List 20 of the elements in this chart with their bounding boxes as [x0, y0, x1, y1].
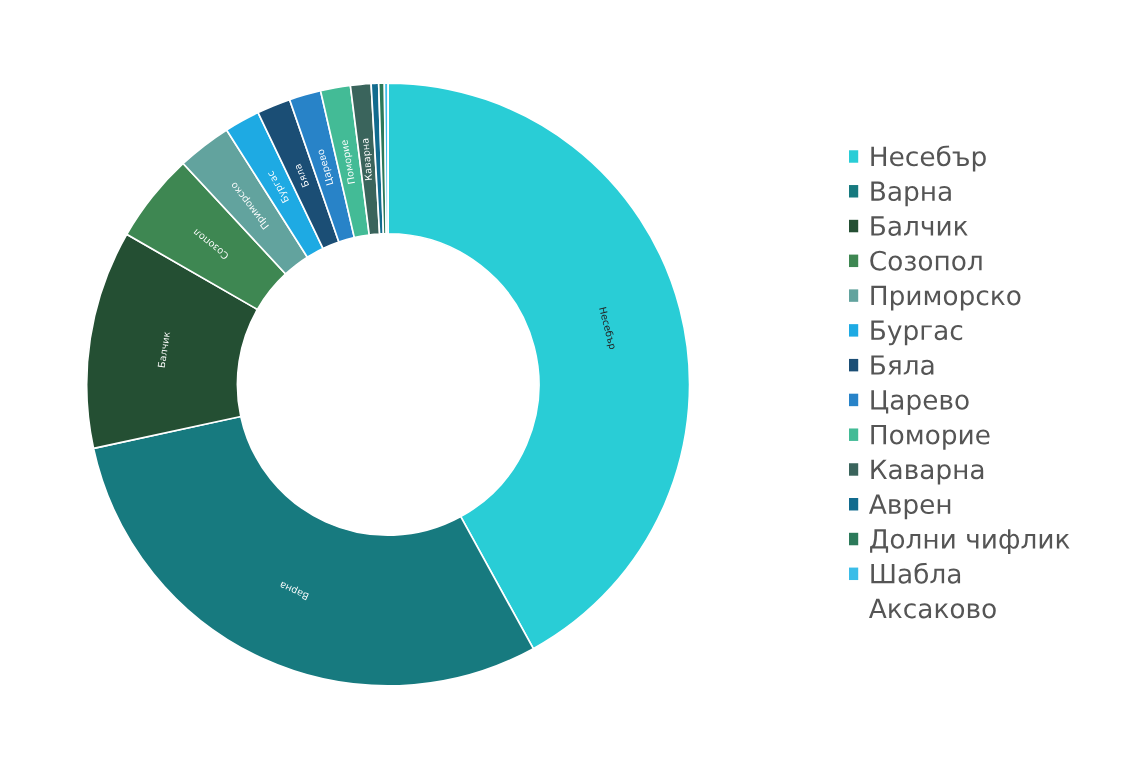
legend-label: Каварна: [871, 459, 984, 485]
slice-label: Бяла: [293, 163, 310, 188]
legend-label: Шабла: [871, 562, 961, 584]
legend-label: Варна: [871, 181, 951, 207]
category-label: Аксаково: [868, 598, 996, 619]
legend-label: Балчик: [871, 216, 968, 236]
slice-label: Царево: [316, 148, 336, 186]
legend-label: Бяла: [871, 355, 934, 375]
slice-label: Каварна: [361, 138, 375, 181]
legend-label: Долни чифлик: [870, 529, 1070, 554]
legend-label: Несебър: [871, 145, 986, 172]
slice-label: Балчик: [157, 331, 171, 368]
legend-label: Аврен: [868, 494, 951, 520]
legend-label: Приморско: [871, 285, 1021, 311]
legend-label: Созопол: [870, 250, 982, 271]
slice-label: Несебър: [597, 306, 618, 351]
legend-label: Царево: [871, 390, 969, 415]
legend-label: Бургас: [871, 320, 963, 346]
slice-label: Поморие: [340, 139, 357, 184]
legend-label: Поморие: [871, 424, 990, 450]
